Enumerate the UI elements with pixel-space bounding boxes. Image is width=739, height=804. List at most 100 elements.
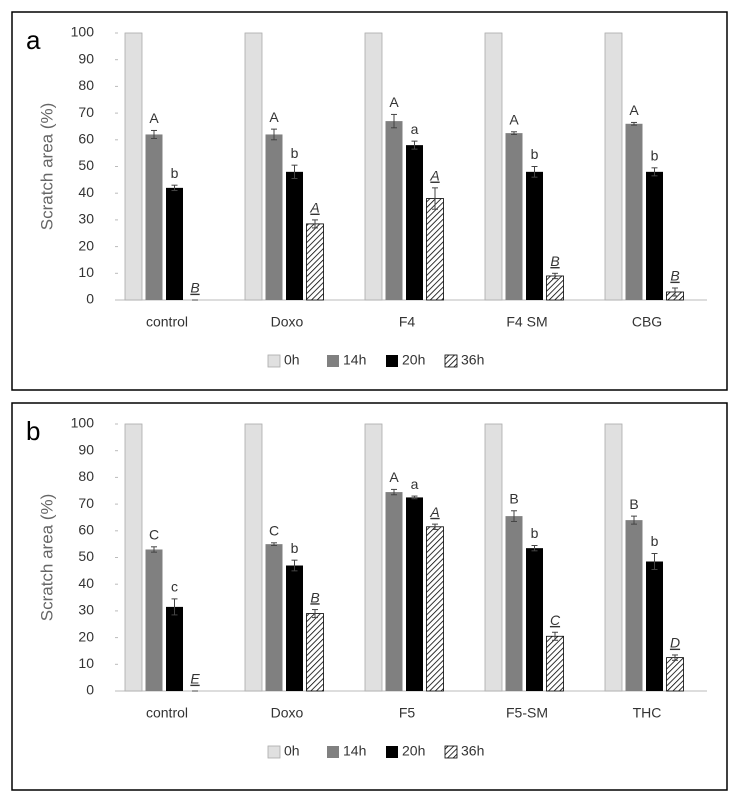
- significance-label: A: [389, 94, 399, 110]
- bar: [484, 32, 503, 301]
- error-bar: [291, 559, 298, 572]
- y-tick-label: 70: [78, 104, 94, 120]
- bar: [244, 423, 263, 692]
- significance-label: A: [429, 168, 439, 184]
- bar: [646, 561, 663, 691]
- significance-label: b: [531, 525, 539, 541]
- y-tick-label: 30: [78, 602, 94, 618]
- x-tick-label: F5: [399, 705, 416, 721]
- bar: [646, 171, 663, 300]
- error-bar: [631, 515, 637, 525]
- legend-swatch: [327, 746, 339, 758]
- significance-label: C: [550, 612, 561, 628]
- significance-label: E: [190, 671, 200, 687]
- significance-label: A: [509, 111, 519, 127]
- legend-swatch: [386, 355, 398, 367]
- x-tick-label: control: [146, 314, 188, 330]
- significance-label: A: [309, 200, 319, 216]
- bar: [364, 32, 383, 301]
- x-tick-label: F4 SM: [506, 314, 547, 330]
- significance-label: b: [171, 165, 179, 181]
- x-tick-label: THC: [633, 705, 662, 721]
- bar: [265, 544, 283, 691]
- bar: [145, 134, 163, 300]
- significance-label: a: [411, 121, 419, 137]
- significance-label: a: [411, 476, 419, 492]
- legend-swatch: [267, 745, 281, 759]
- error-bar: [151, 129, 157, 139]
- y-tick-label: 90: [78, 441, 94, 457]
- error-bar: [672, 654, 678, 661]
- significance-label: b: [651, 533, 659, 549]
- bar: [244, 32, 263, 301]
- y-axis-label: Scratch area (%): [37, 494, 56, 622]
- legend-swatch: [444, 745, 458, 759]
- bar: [604, 423, 623, 692]
- y-tick-label: 80: [78, 77, 94, 93]
- x-tick-label: CBG: [632, 314, 662, 330]
- bar: [306, 223, 324, 301]
- y-tick-label: 0: [86, 682, 94, 698]
- bar: [526, 548, 543, 691]
- legend-label: 36h: [461, 352, 484, 368]
- y-tick-label: 0: [86, 291, 94, 307]
- error-bar: [391, 113, 397, 129]
- significance-label: A: [269, 109, 279, 125]
- error-bar: [312, 609, 318, 619]
- y-tick-label: 90: [78, 50, 94, 66]
- significance-label: b: [651, 148, 659, 164]
- bar: [364, 423, 383, 692]
- bar: [286, 565, 303, 691]
- significance-label: A: [429, 504, 439, 520]
- significance-label: C: [269, 523, 279, 539]
- error-bar: [312, 219, 318, 229]
- y-tick-label: 70: [78, 495, 94, 511]
- legend-swatch: [386, 746, 398, 758]
- bar: [505, 133, 523, 300]
- significance-label: A: [149, 110, 159, 126]
- error-bar: [511, 510, 517, 522]
- significance-label: A: [629, 102, 639, 118]
- y-tick-label: 50: [78, 548, 94, 564]
- bar: [604, 32, 623, 301]
- panel-label: a: [26, 25, 41, 55]
- significance-label: B: [310, 589, 319, 605]
- bar: [286, 171, 303, 300]
- bar: [666, 657, 684, 692]
- error-bar: [531, 544, 538, 552]
- error-bar: [552, 272, 558, 280]
- panel-label: b: [26, 416, 40, 446]
- bar: [526, 171, 543, 300]
- bar: [625, 123, 643, 300]
- bar: [124, 32, 143, 301]
- bar: [124, 423, 143, 692]
- legend-swatch: [267, 354, 281, 368]
- significance-label: b: [291, 145, 299, 161]
- bar: [546, 275, 564, 301]
- bar: [426, 526, 444, 692]
- y-tick-label: 50: [78, 157, 94, 173]
- bar: [505, 516, 523, 691]
- y-tick-label: 10: [78, 264, 94, 280]
- legend-label: 36h: [461, 743, 484, 759]
- bar: [426, 198, 444, 301]
- significance-label: B: [550, 253, 559, 269]
- error-bar: [552, 631, 558, 641]
- error-bar: [171, 598, 178, 616]
- bar: [385, 492, 403, 691]
- legend-label: 20h: [402, 743, 425, 759]
- panel-frame: [11, 11, 728, 391]
- y-tick-label: 100: [71, 24, 95, 40]
- significance-label: b: [291, 540, 299, 556]
- legend-swatch: [327, 355, 339, 367]
- error-bar: [432, 523, 438, 530]
- error-bar: [651, 552, 658, 571]
- error-bar: [271, 542, 277, 546]
- bar: [484, 423, 503, 692]
- error-bar: [411, 495, 418, 500]
- legend-label: 14h: [343, 352, 366, 368]
- significance-label: B: [509, 490, 518, 506]
- x-tick-label: control: [146, 705, 188, 721]
